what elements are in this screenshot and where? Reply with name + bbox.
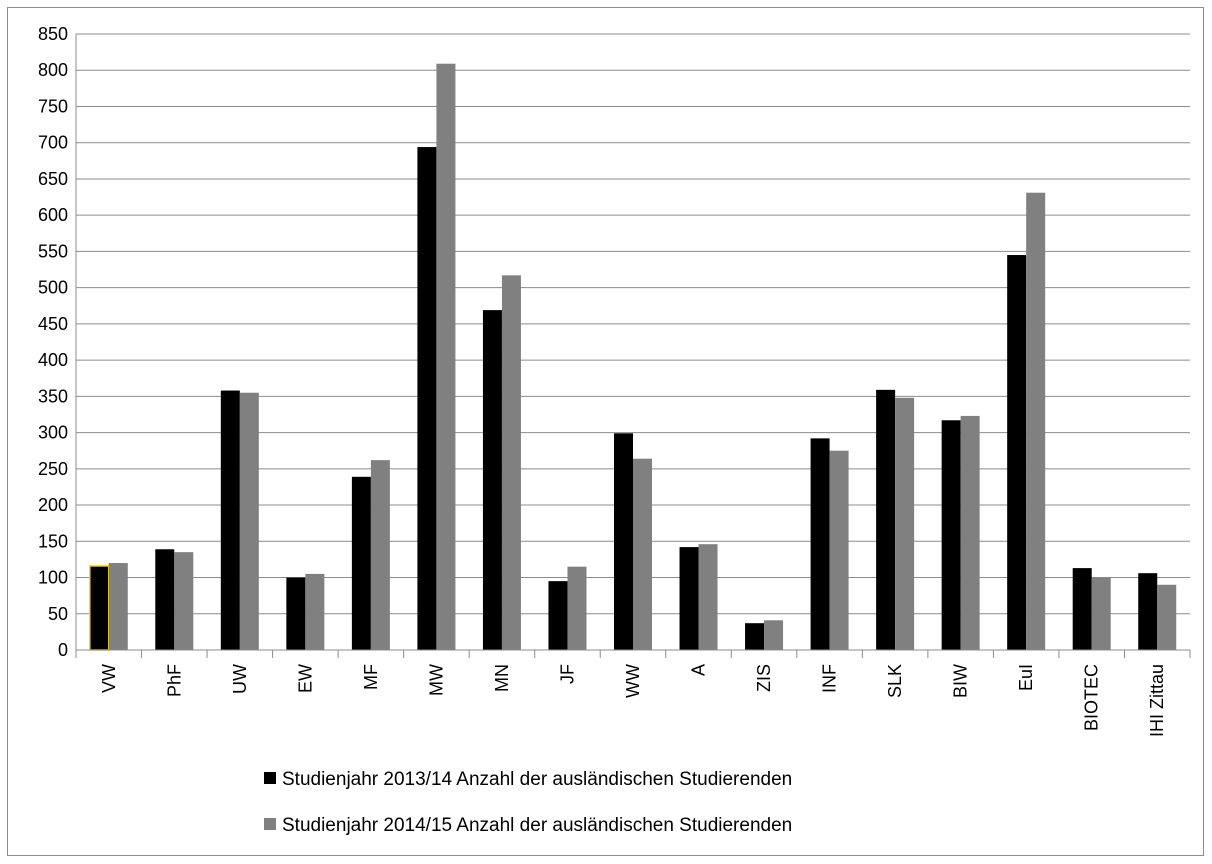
x-tick-label: A xyxy=(689,664,709,676)
x-tick-label: JF xyxy=(557,664,577,684)
bar-uw-series-1 xyxy=(220,390,240,650)
y-tick-label: 0 xyxy=(58,640,68,660)
y-tick-label: 700 xyxy=(38,133,68,153)
x-tick-label: MF xyxy=(361,664,381,690)
x-tick-label: EW xyxy=(295,664,315,693)
chart-frame xyxy=(7,7,1204,856)
x-tick-label: PhF xyxy=(164,664,184,697)
bar-jf-series-1 xyxy=(548,581,568,650)
bar-zis-series-1 xyxy=(745,623,765,650)
x-tick-label: MN xyxy=(492,664,512,692)
x-tick-label: BIW xyxy=(951,664,971,698)
y-tick-labels: 0 50 100 150 200 250 300 350 400 450 500 550 600 650 7… xyxy=(38,24,68,660)
axes xyxy=(75,34,1191,658)
bar-eui-series-2 xyxy=(1026,192,1046,651)
bar-ew-series-1 xyxy=(286,577,306,650)
bar-phf-series-1 xyxy=(155,549,175,650)
bars xyxy=(89,63,1177,651)
bar-a-series-2 xyxy=(698,544,718,650)
bar-uw-series-2 xyxy=(239,392,259,650)
y-tick-label: 100 xyxy=(38,568,68,588)
y-tick-label: 550 xyxy=(38,241,68,261)
y-tick-label: 400 xyxy=(38,350,68,370)
x-tick-label: INF xyxy=(820,664,840,693)
legend-label-series-1: Studienjahr 2013/14 Anzahl der ausländis… xyxy=(282,769,792,790)
legend-swatch-series-2 xyxy=(264,818,276,830)
y-tick-label: 200 xyxy=(38,495,68,515)
bar-mn-series-2 xyxy=(501,275,521,650)
bar-ew-series-2 xyxy=(305,573,325,650)
legend-swatch-series-1 xyxy=(264,772,276,784)
bar-mf-series-1 xyxy=(351,476,371,650)
bar-inf-series-1 xyxy=(810,438,830,650)
bar-zis-series-2 xyxy=(764,620,784,650)
y-tick-label: 50 xyxy=(48,604,68,624)
y-tick-label: 850 xyxy=(38,24,68,44)
y-tick-label: 300 xyxy=(38,423,68,443)
bar-mn-series-1 xyxy=(482,310,502,650)
bar-jf-series-2 xyxy=(567,566,587,650)
bar-slk-series-1 xyxy=(876,389,896,650)
bar-mw-series-1 xyxy=(417,147,437,650)
y-tick-label: 500 xyxy=(38,278,68,298)
y-tick-label: 750 xyxy=(38,96,68,116)
bar-vw-series-1 xyxy=(89,565,110,651)
y-tick-label: 800 xyxy=(38,60,68,80)
bar-eui-series-1 xyxy=(1007,255,1027,651)
legend-label-series-2: Studienjahr 2014/15 Anzahl der ausländis… xyxy=(282,815,792,836)
y-tick-label: 650 xyxy=(38,169,68,189)
x-tick-label: MW xyxy=(426,664,446,696)
x-tick-label: EuI xyxy=(1016,664,1036,691)
bar-ww-series-2 xyxy=(633,458,652,650)
x-tick-label: IHI Zittau xyxy=(1147,664,1167,737)
x-tick-label: WW xyxy=(623,664,643,698)
x-tick-labels: VW PhF UW EW MF MW MN JF WW A ZIS INF SLK BIW EuI BIOTE… xyxy=(99,664,1167,737)
bar-ihi-zittau-series-2 xyxy=(1157,584,1177,650)
bar-mw-series-2 xyxy=(436,63,456,650)
bar-biw-series-1 xyxy=(941,420,961,650)
x-tick-label: BIOTEC xyxy=(1082,664,1102,731)
x-tick-label: UW xyxy=(230,664,250,694)
y-tick-label: 250 xyxy=(38,459,68,479)
bar-biw-series-2 xyxy=(960,415,980,650)
x-tick-label: VW xyxy=(99,664,119,693)
bar-ww-series-1 xyxy=(614,433,633,650)
bar-biotec-series-1 xyxy=(1072,568,1092,650)
bar-inf-series-2 xyxy=(829,450,849,650)
bar-ihi-zittau-series-1 xyxy=(1138,573,1158,650)
bar-mf-series-2 xyxy=(370,460,390,650)
x-tick-label: SLK xyxy=(885,664,905,698)
x-tick-label: ZIS xyxy=(754,664,774,692)
y-tick-label: 600 xyxy=(38,205,68,225)
bar-vw-series-2 xyxy=(108,563,128,650)
bar-slk-series-2 xyxy=(895,397,915,650)
bar-biotec-series-2 xyxy=(1091,577,1111,650)
bar-a-series-1 xyxy=(679,547,699,650)
bar-phf-series-2 xyxy=(174,552,194,650)
y-tick-label: 150 xyxy=(38,531,68,551)
y-tick-label: 350 xyxy=(38,386,68,406)
legend: Studienjahr 2013/14 Anzahl der ausländis… xyxy=(264,769,792,836)
y-tick-label: 450 xyxy=(38,314,68,334)
